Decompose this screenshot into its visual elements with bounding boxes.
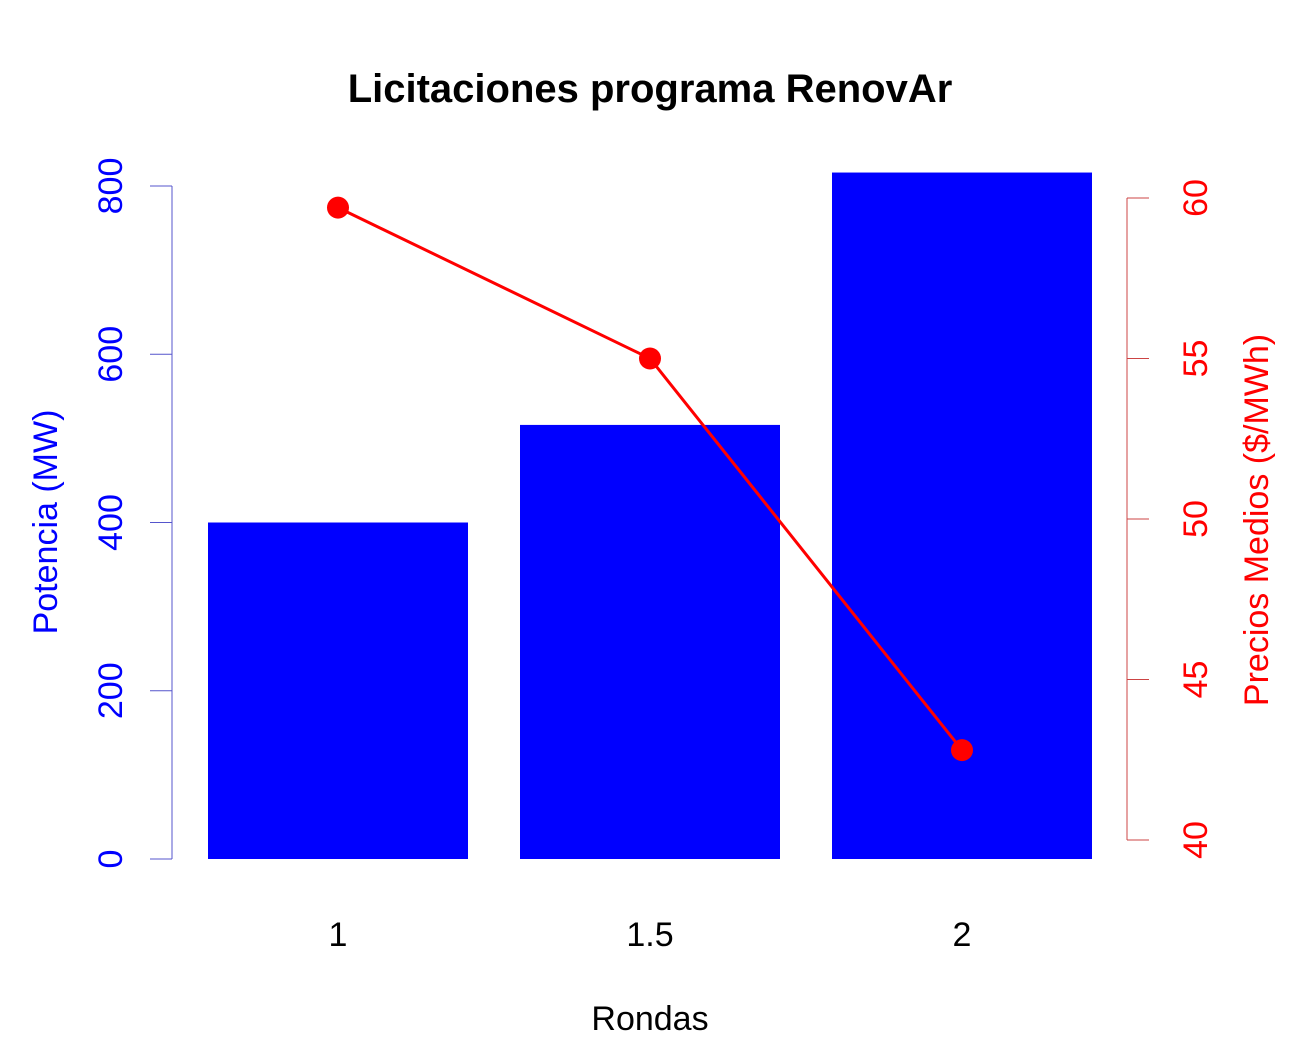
- price-point-1.5: [639, 347, 661, 370]
- left-axis: 0 200 400 600 800: [92, 158, 173, 869]
- left-axis-tick-label: 800: [92, 158, 130, 215]
- right-axis-tick-label: 45: [1177, 661, 1215, 699]
- bar-series: [208, 172, 1092, 860]
- x-tick-label: 1.5: [626, 916, 673, 954]
- right-axis-tick-label: 60: [1177, 179, 1215, 217]
- x-tick-label: 1: [329, 916, 348, 954]
- price-line-series: [327, 196, 973, 762]
- chart-title: Licitaciones programa RenovAr: [348, 67, 953, 111]
- price-point-2: [951, 739, 973, 762]
- right-axis-label: Precios Medios ($/MWh): [1238, 334, 1276, 706]
- bar-1.5: [520, 424, 780, 859]
- price-point-1: [327, 196, 349, 219]
- left-axis-tick-label: 0: [92, 850, 130, 869]
- left-axis-tick-label: 200: [92, 662, 130, 719]
- right-axis-tick-label: 50: [1177, 500, 1215, 538]
- bar-1: [208, 522, 468, 859]
- left-axis-label: Potencia (MW): [27, 410, 65, 635]
- right-axis-tick-label: 55: [1177, 340, 1215, 378]
- right-axis-tick-label: 40: [1177, 821, 1215, 859]
- x-axis-ticks: 1 1.5 2: [329, 916, 972, 954]
- right-axis: 40 45 50 55 60: [1126, 179, 1215, 859]
- x-tick-label: 2: [953, 916, 972, 954]
- left-axis-tick-label: 400: [92, 494, 130, 551]
- x-axis-label: Rondas: [591, 1000, 708, 1038]
- left-axis-tick-label: 600: [92, 326, 130, 383]
